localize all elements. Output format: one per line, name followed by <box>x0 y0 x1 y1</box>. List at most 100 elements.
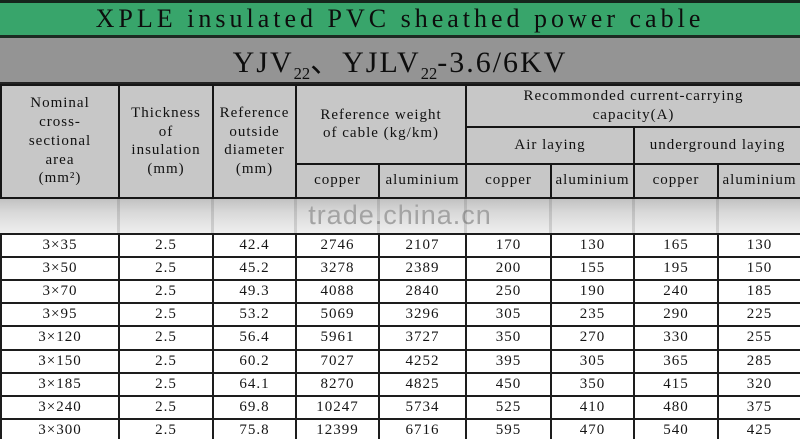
table-cell: 64.1 <box>212 371 297 397</box>
column-divider-ghost <box>211 198 214 233</box>
table-cell: 450 <box>465 371 552 397</box>
table-cell: 305 <box>465 302 552 328</box>
table-cell: 2.5 <box>118 255 214 281</box>
table-row: 3×300 2.5 75.8 12399 6716 595 470 540 425 <box>0 418 800 439</box>
table-cell: 155 <box>550 255 635 281</box>
model-part: -3.6/6KV <box>437 45 568 79</box>
table-cell: 375 <box>717 394 800 421</box>
table-cell: 350 <box>465 325 552 351</box>
table-cell: 6716 <box>378 418 467 439</box>
column-divider-ghost <box>377 198 380 233</box>
page-title: XPLE insulated PVC sheathed power cable <box>95 4 705 33</box>
column-divider-ghost <box>117 198 120 233</box>
spec-table-header: Nominal cross- sectional area (mm²) Thic… <box>0 84 800 199</box>
table-cell: 425 <box>717 418 800 439</box>
table-cell: 2.5 <box>118 278 214 305</box>
table-cell: 3278 <box>295 255 380 281</box>
table-cell: 350 <box>550 371 635 397</box>
table-cell: 470 <box>550 418 635 439</box>
table-cell: 2389 <box>378 255 467 281</box>
model-designation: YJV22、YJLV22-3.6/6KV <box>233 37 568 84</box>
table-cell: 2.5 <box>118 394 214 421</box>
table-cell: 7027 <box>295 348 380 374</box>
table-cell: 3×150 <box>0 348 120 374</box>
table-cell: 4088 <box>295 278 380 305</box>
table-cell: 170 <box>465 232 552 258</box>
model-subscript: 22 <box>420 63 438 83</box>
table-cell: 320 <box>717 371 800 397</box>
table-row: 3×35 2.5 42.4 2746 2107 170 130 165 130 <box>0 232 800 258</box>
table-cell: 5734 <box>378 394 467 421</box>
table-cell: 525 <box>465 394 552 421</box>
header-air-laying: Air laying <box>465 125 636 165</box>
table-cell: 5961 <box>295 325 380 351</box>
table-row: 3×185 2.5 64.1 8270 4825 450 350 415 320 <box>0 371 800 397</box>
table-cell: 330 <box>633 325 719 351</box>
table-cell: 2746 <box>295 232 380 258</box>
model-part: 、YJLV <box>310 45 421 79</box>
table-cell: 56.4 <box>212 325 297 351</box>
table-cell: 42.4 <box>212 232 297 258</box>
table-cell: 4825 <box>378 371 467 397</box>
table-cell: 200 <box>465 255 552 281</box>
table-cell: 285 <box>717 348 800 374</box>
header-air-copper: copper <box>465 162 553 199</box>
table-cell: 3727 <box>378 325 467 351</box>
table-row: 3×120 2.5 56.4 5961 3727 350 270 330 255 <box>0 325 800 351</box>
table-cell: 540 <box>633 418 719 439</box>
header-nominal-area: Nominal cross- sectional area (mm²) <box>0 84 120 199</box>
column-divider-ghost <box>464 198 467 233</box>
table-cell: 3×120 <box>0 325 120 351</box>
table-cell: 2840 <box>378 278 467 305</box>
table-cell: 185 <box>717 278 800 305</box>
table-cell: 2.5 <box>118 232 214 258</box>
column-divider-ghost <box>549 198 552 233</box>
table-cell: 3×50 <box>0 255 120 281</box>
table-cell: 3×95 <box>0 302 120 328</box>
table-cell: 75.8 <box>212 418 297 439</box>
spec-table-body: 3×35 2.5 42.4 2746 2107 170 130 165 130 3×50 2.5 45… <box>0 232 800 439</box>
table-cell: 225 <box>717 302 800 328</box>
table-cell: 190 <box>550 278 635 305</box>
table-cell: 2.5 <box>118 371 214 397</box>
table-cell: 290 <box>633 302 719 328</box>
table-cell: 410 <box>550 394 635 421</box>
column-divider-ghost <box>294 198 297 233</box>
column-divider-ghost <box>716 198 719 233</box>
table-cell: 3×300 <box>0 418 120 439</box>
table-cell: 365 <box>633 348 719 374</box>
table-cell: 130 <box>550 232 635 258</box>
table-cell: 49.3 <box>212 278 297 305</box>
header-underground-copper: copper <box>633 162 720 199</box>
table-cell: 415 <box>633 371 719 397</box>
table-cell: 69.8 <box>212 394 297 421</box>
table-cell: 45.2 <box>212 255 297 281</box>
table-cell: 3×35 <box>0 232 120 258</box>
header-weight-aluminium: aluminium <box>377 162 468 199</box>
table-cell: 3×240 <box>0 394 120 421</box>
table-cell: 2.5 <box>118 302 214 328</box>
table-row: 3×150 2.5 60.2 7027 4252 395 305 365 285 <box>0 348 800 374</box>
table-cell: 60.2 <box>212 348 297 374</box>
model-subscript: 22 <box>293 63 311 83</box>
watermark-text: trade.china.cn <box>308 200 492 230</box>
model-part: YJV <box>232 45 294 79</box>
table-cell: 165 <box>633 232 719 258</box>
header-ref-diameter: Reference outside diameter (mm) <box>212 84 297 199</box>
table-cell: 53.2 <box>212 302 297 328</box>
table-cell: 595 <box>465 418 552 439</box>
table-row: 3×240 2.5 69.8 10247 5734 525 410 480 375 <box>0 394 800 421</box>
table-cell: 130 <box>717 232 800 258</box>
table-cell: 395 <box>465 348 552 374</box>
table-cell: 4252 <box>378 348 467 374</box>
title-banner: XPLE insulated PVC sheathed power cable <box>0 0 800 38</box>
model-banner: YJV22、YJLV22-3.6/6KV <box>0 38 800 84</box>
table-cell: 3×70 <box>0 278 120 305</box>
header-underground-aluminium: aluminium <box>717 162 800 199</box>
table-cell: 2.5 <box>118 418 214 439</box>
table-cell: 10247 <box>295 394 380 421</box>
table-cell: 3×185 <box>0 371 120 397</box>
table-row: 3×50 2.5 45.2 3278 2389 200 155 195 150 <box>0 255 800 281</box>
header-weight-copper: copper <box>295 162 380 199</box>
table-cell: 250 <box>465 278 552 305</box>
